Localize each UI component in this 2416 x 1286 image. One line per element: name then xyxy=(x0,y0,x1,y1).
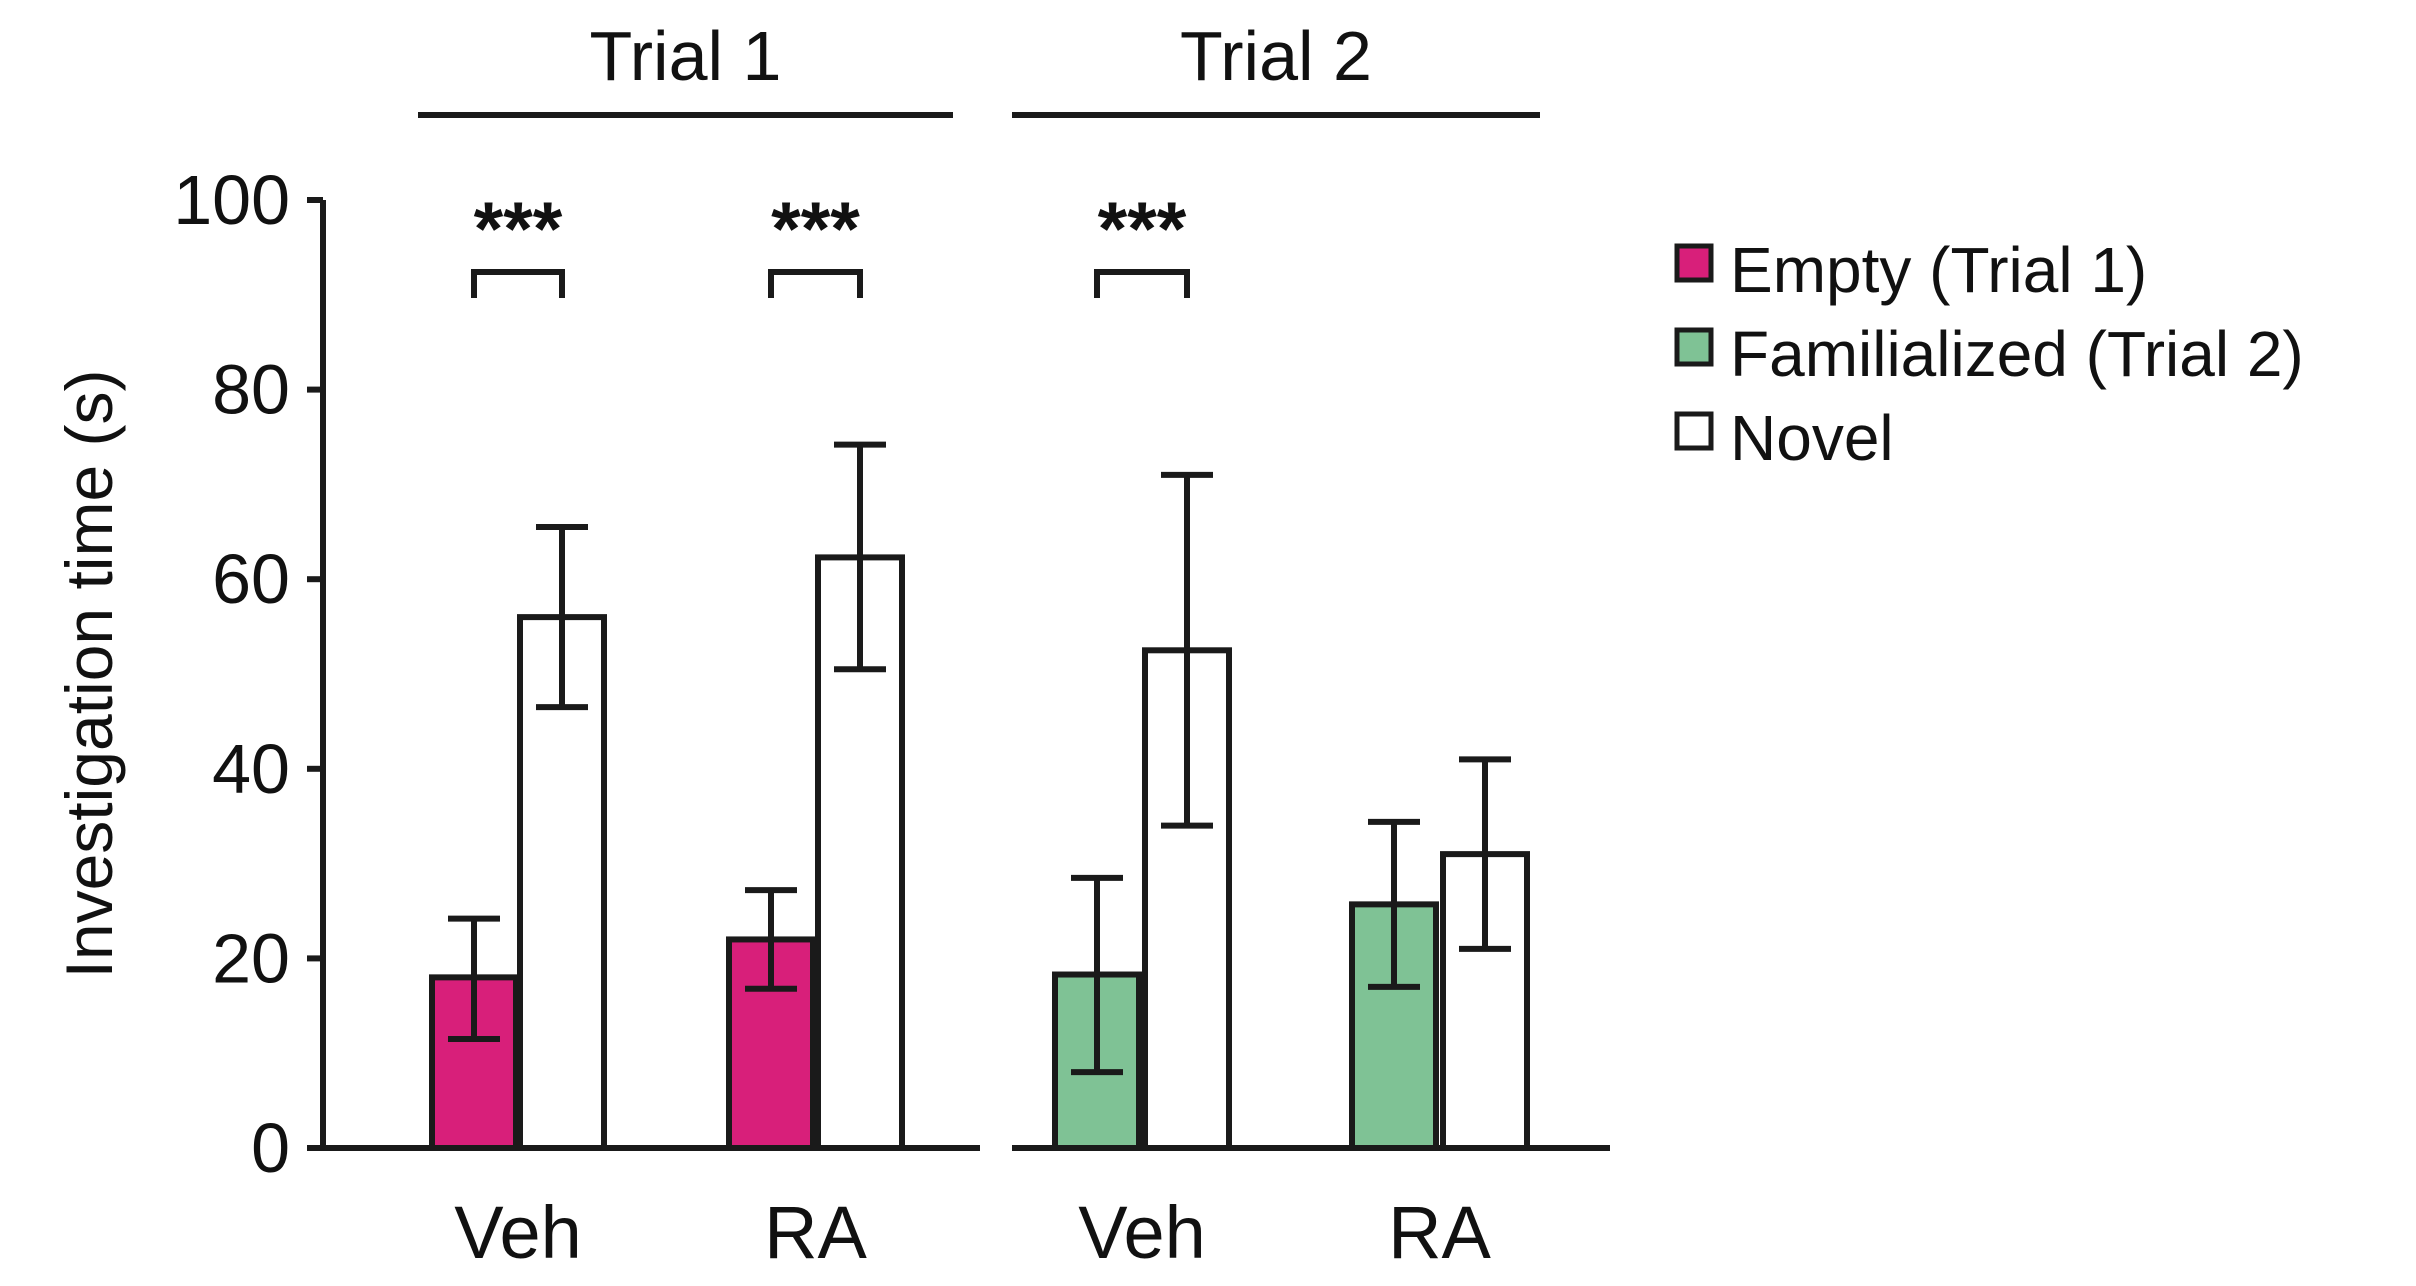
y-tick-label: 60 xyxy=(212,540,290,618)
legend-label: Novel xyxy=(1730,402,1894,474)
y-tick-label: 20 xyxy=(212,919,290,997)
significance-marker: *** xyxy=(771,187,860,272)
y-axis-label: Investigation time (s) xyxy=(52,370,126,979)
y-tick-label: 100 xyxy=(173,161,290,239)
panel-title: Trial 1 xyxy=(590,17,782,95)
x-tick-label: RA xyxy=(764,1191,867,1274)
significance-bracket xyxy=(1094,269,1190,298)
y-tick-label: 80 xyxy=(212,351,290,429)
significance-bracket xyxy=(471,269,565,298)
bar xyxy=(726,936,816,1151)
legend-swatch xyxy=(1674,327,1714,367)
significance-marker: *** xyxy=(474,187,563,272)
y-tick-label: 0 xyxy=(251,1109,290,1187)
legend-label: Familialized (Trial 2) xyxy=(1730,318,2304,390)
x-tick-label: RA xyxy=(1388,1191,1491,1274)
legend-swatch xyxy=(1674,411,1714,451)
significance-bracket xyxy=(768,269,863,298)
panel-title: Trial 2 xyxy=(1180,17,1372,95)
x-tick-label: Veh xyxy=(1078,1191,1206,1274)
significance-marker: *** xyxy=(1098,187,1187,272)
x-tick-label: Veh xyxy=(454,1191,582,1274)
y-tick-label: 40 xyxy=(212,730,290,808)
legend-label: Empty (Trial 1) xyxy=(1730,234,2147,306)
legend-swatch xyxy=(1674,243,1714,283)
